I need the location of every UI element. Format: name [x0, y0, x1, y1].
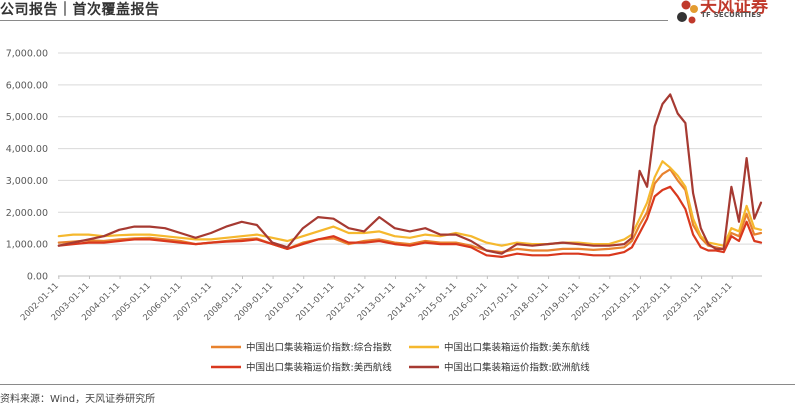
legend-label-4: 中国出口集装箱运价指数:欧洲航线 — [444, 362, 590, 374]
y-tick-label: 6,000.00 — [6, 80, 48, 91]
legend-label-2: 中国出口集装箱运价指数:美东航线 — [444, 342, 590, 354]
y-tick-label: 1,000.00 — [6, 240, 48, 251]
company-logo: 天风证券 TF SECURITIES — [676, 0, 795, 24]
y-tick-label: 5,000.00 — [6, 112, 48, 123]
logo-mark-icon — [677, 0, 698, 24]
y-tick-label: 3,000.00 — [6, 176, 48, 187]
series-line-1 — [57, 168, 763, 254]
header-divider — [0, 20, 668, 21]
series-line-2 — [57, 160, 763, 247]
legend-label-3: 中国出口集装箱运价指数:美西航线 — [246, 362, 392, 374]
y-tick-label: 7,000.00 — [6, 49, 48, 60]
legend-label-1: 中国出口集装箱运价指数:综合指数 — [246, 342, 392, 354]
report-footer: 资料来源：Wind，天风证券研究所 — [0, 382, 795, 405]
report-title: 公司报告｜首次覆盖报告 — [0, 2, 160, 18]
series-line-3 — [57, 185, 763, 258]
data-source-note: 资料来源：Wind，天风证券研究所 — [0, 394, 156, 405]
report-header: 公司报告｜首次覆盖报告 天风证券 TF SECURITIES — [0, 0, 795, 24]
line-chart: 0.00 1,000.00 2,000.00 3,000.00 4,000.00 5,00… — [6, 49, 763, 374]
footer-divider — [0, 384, 795, 385]
logo-name-en: TF SECURITIES — [701, 11, 762, 19]
series-line-4 — [57, 93, 763, 255]
y-tick-label: 0.00 — [27, 272, 48, 283]
y-tick-label: 4,000.00 — [6, 144, 48, 155]
y-tick-label: 2,000.00 — [6, 208, 48, 219]
logo-name-cn: 天风证券 — [700, 0, 768, 17]
